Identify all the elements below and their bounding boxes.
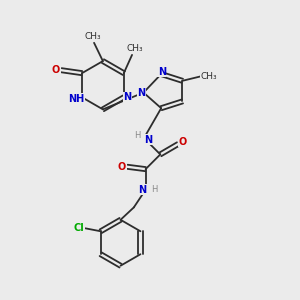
Text: O: O — [178, 137, 187, 147]
Text: N: N — [144, 135, 152, 145]
Text: O: O — [52, 65, 60, 75]
Text: CH₃: CH₃ — [84, 32, 101, 41]
Text: N: N — [158, 67, 166, 77]
Text: N: N — [123, 92, 131, 102]
Text: O: O — [118, 162, 126, 172]
Text: CH₃: CH₃ — [201, 72, 217, 81]
Text: Cl: Cl — [74, 223, 84, 233]
Text: N: N — [137, 88, 145, 98]
Text: H: H — [151, 185, 157, 194]
Text: H: H — [134, 131, 140, 140]
Text: N: N — [139, 185, 147, 195]
Text: CH₃: CH₃ — [126, 44, 143, 53]
Text: NH: NH — [69, 94, 85, 104]
